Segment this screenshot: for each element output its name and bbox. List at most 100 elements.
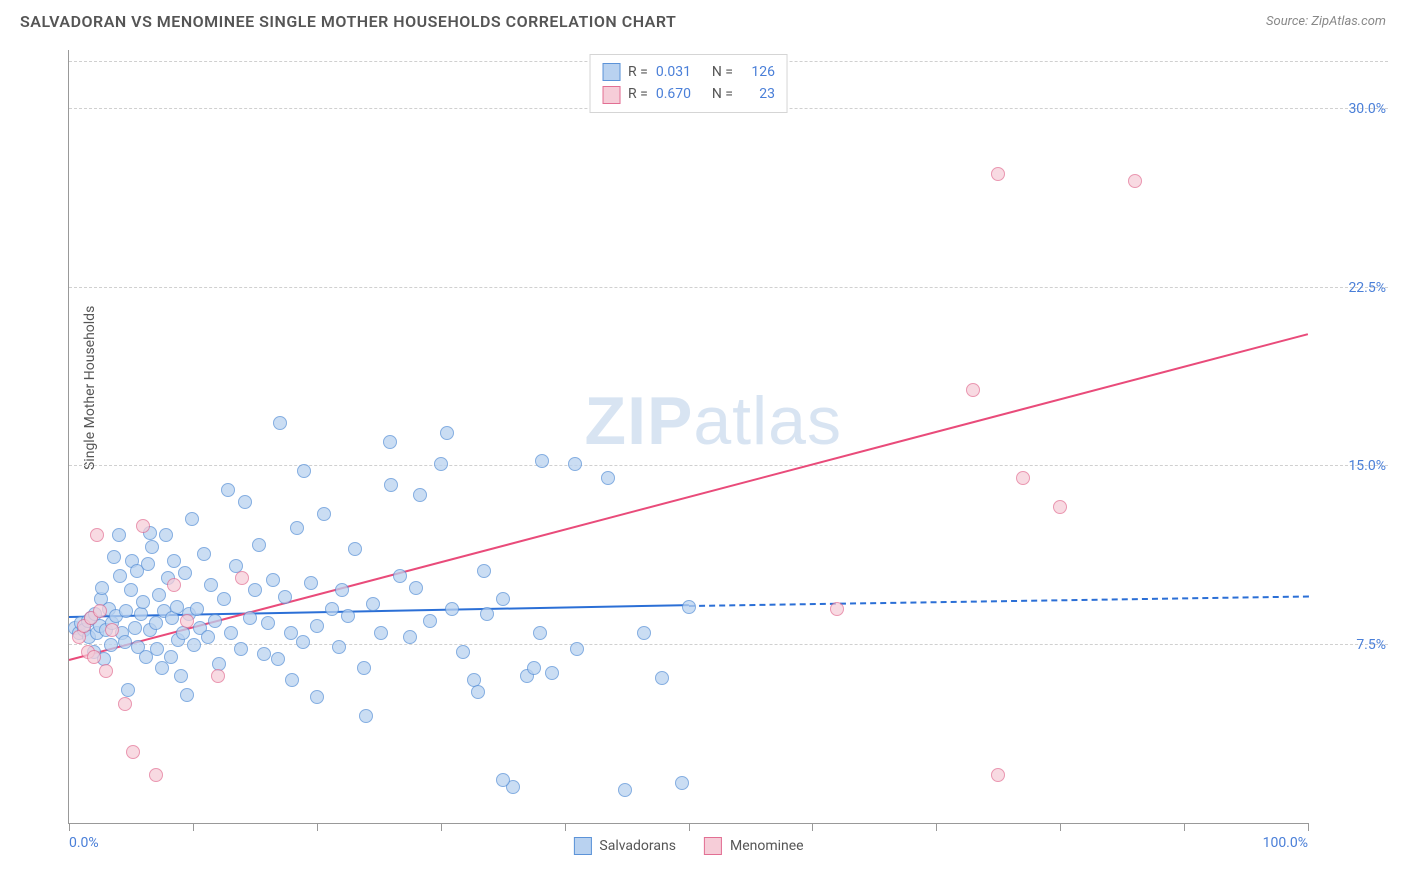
scatter-point (204, 578, 218, 592)
scatter-point (180, 614, 194, 628)
x-tick (1184, 823, 1185, 831)
y-tick-label: 15.0% (1316, 458, 1386, 474)
scatter-point (224, 626, 238, 640)
scatter-point (126, 745, 140, 759)
scatter-point (533, 626, 547, 640)
legend-swatch (573, 837, 591, 855)
chart-header: SALVADORAN VS MENOMINEE SINGLE MOTHER HO… (0, 0, 1406, 39)
scatter-point (234, 642, 248, 656)
scatter-point (266, 573, 280, 587)
scatter-point (348, 542, 362, 556)
chart-source: Source: ZipAtlas.com (1266, 14, 1386, 29)
watermark: ZIPatlas (585, 382, 842, 460)
x-tick (317, 823, 318, 831)
stats-legend-row: R =0.031N =126 (602, 61, 775, 83)
stats-legend: R =0.031N =126R =0.670N =23 (589, 54, 788, 113)
scatter-point (535, 454, 549, 468)
scatter-point (456, 645, 470, 659)
scatter-point (136, 519, 150, 533)
stat-r-value: 0.670 (656, 83, 704, 105)
legend-label: Salvadorans (599, 838, 676, 854)
scatter-point (290, 521, 304, 535)
scatter-point (271, 652, 285, 666)
scatter-point (159, 528, 173, 542)
scatter-point (118, 697, 132, 711)
scatter-point (155, 661, 169, 675)
scatter-point (359, 709, 373, 723)
scatter-point (413, 488, 427, 502)
watermark-bold: ZIP (585, 383, 694, 459)
scatter-point (1128, 174, 1142, 188)
legend-item: Salvadorans (573, 837, 676, 855)
x-tick (565, 823, 566, 831)
scatter-point (134, 607, 148, 621)
scatter-point (496, 773, 510, 787)
scatter-point (112, 528, 126, 542)
scatter-point (167, 554, 181, 568)
scatter-point (480, 607, 494, 621)
series-legend: Salvadorans Menominee (573, 837, 803, 855)
scatter-point (190, 602, 204, 616)
scatter-point (637, 626, 651, 640)
stat-n-value: 23 (741, 83, 775, 105)
scatter-point (284, 626, 298, 640)
scatter-point (325, 602, 339, 616)
legend-swatch (602, 63, 620, 81)
y-tick-label: 22.5% (1316, 280, 1386, 296)
scatter-point (317, 507, 331, 521)
scatter-point (830, 602, 844, 616)
x-tick (812, 823, 813, 831)
scatter-point (341, 609, 355, 623)
scatter-point (208, 614, 222, 628)
scatter-point (149, 616, 163, 630)
scatter-point (601, 471, 615, 485)
scatter-point (297, 464, 311, 478)
y-tick-label: 7.5% (1316, 637, 1386, 653)
legend-label: Menominee (730, 838, 804, 854)
stat-r-label: R = (628, 83, 648, 105)
x-tick-label-left: 0.0% (69, 835, 99, 851)
scatter-point (403, 630, 417, 644)
scatter-point (655, 671, 669, 685)
scatter-point (248, 583, 262, 597)
scatter-point (149, 768, 163, 782)
scatter-point (141, 557, 155, 571)
scatter-point (145, 540, 159, 554)
legend-item: Menominee (704, 837, 804, 855)
scatter-point (252, 538, 266, 552)
scatter-point (570, 642, 584, 656)
scatter-point (217, 592, 231, 606)
scatter-point (221, 483, 235, 497)
scatter-point (118, 635, 132, 649)
scatter-point (197, 547, 211, 561)
stat-n-label: N = (712, 61, 733, 83)
gridline (69, 644, 1388, 645)
scatter-point (675, 776, 689, 790)
scatter-point (185, 512, 199, 526)
scatter-point (310, 690, 324, 704)
scatter-point (113, 569, 127, 583)
scatter-point (150, 642, 164, 656)
watermark-rest: atlas (693, 383, 842, 459)
scatter-point (374, 626, 388, 640)
scatter-point (174, 669, 188, 683)
scatter-point (180, 688, 194, 702)
gridline (69, 287, 1388, 288)
scatter-point (273, 416, 287, 430)
x-tick-label-right: 100.0% (1263, 835, 1308, 851)
scatter-point (136, 595, 150, 609)
scatter-point (261, 616, 275, 630)
scatter-point (434, 457, 448, 471)
x-tick (1060, 823, 1061, 831)
scatter-point (445, 602, 459, 616)
scatter-point (99, 664, 113, 678)
trend-line-dashed (688, 595, 1308, 607)
scatter-point (238, 495, 252, 509)
x-tick (1308, 823, 1309, 831)
scatter-point (393, 569, 407, 583)
scatter-point (176, 626, 190, 640)
scatter-point (409, 581, 423, 595)
scatter-point (527, 661, 541, 675)
scatter-point (187, 638, 201, 652)
stat-r-value: 0.031 (656, 61, 704, 83)
